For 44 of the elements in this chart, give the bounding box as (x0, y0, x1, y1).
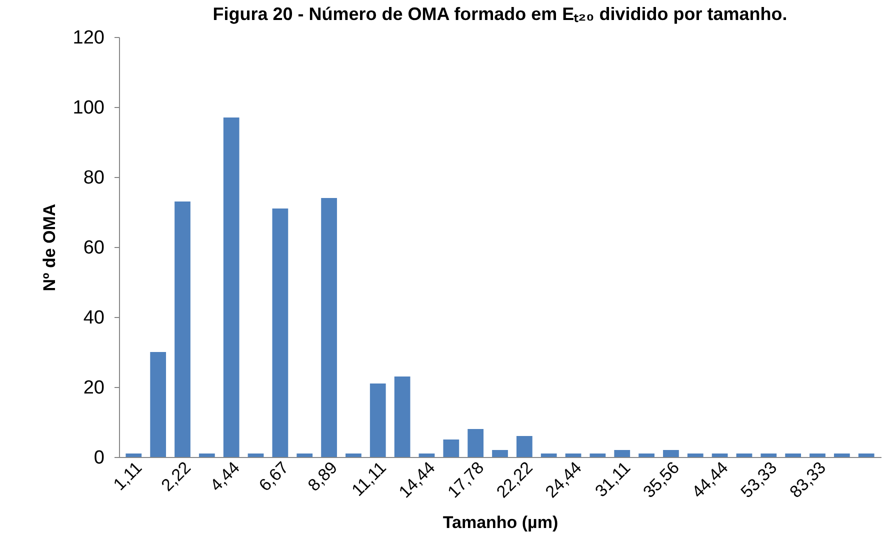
bar (516, 436, 532, 457)
bar (810, 454, 826, 457)
bar (296, 454, 313, 457)
bar (126, 454, 142, 457)
bar (785, 454, 802, 457)
bar (687, 454, 704, 457)
bar (590, 454, 606, 457)
bar (834, 454, 850, 457)
bar (150, 352, 166, 457)
bar (321, 198, 337, 457)
bar (418, 454, 435, 457)
bar (736, 454, 752, 457)
bar (370, 384, 386, 457)
bar (712, 454, 728, 457)
bar (346, 454, 362, 457)
x-axis-title: Tamanho (µm) (442, 512, 558, 532)
bar (760, 454, 777, 457)
y-tick-label: 20 (83, 378, 104, 398)
x-tick-label: 4,44 (206, 458, 244, 495)
y-tick-label: 100 (72, 98, 104, 118)
bar (272, 208, 288, 457)
bar (198, 454, 215, 457)
bar (540, 454, 557, 457)
bar (248, 454, 264, 457)
bar (858, 454, 874, 457)
bar (443, 440, 460, 457)
x-tick-label: 8,89 (304, 458, 342, 495)
chart-title: Figura 20 - Número de OMA formado em Eₜ₂₀ dividido por tamanho. (212, 4, 788, 24)
bar (174, 202, 190, 457)
x-tick-label: 1,11 (110, 458, 146, 494)
bar (614, 450, 630, 457)
bar (394, 376, 410, 457)
bar (223, 118, 240, 457)
bar (565, 454, 582, 457)
y-tick-label: 40 (83, 308, 104, 328)
bar (638, 454, 654, 457)
y-tick-label: 120 (72, 28, 104, 48)
bar (468, 429, 484, 457)
y-axis-title: Nº de OMA (40, 204, 59, 292)
y-tick-label: 60 (83, 238, 104, 258)
bar (492, 450, 508, 457)
y-tick-label: 80 (83, 168, 104, 188)
y-tick-label: 0 (94, 448, 104, 468)
bar (663, 450, 679, 457)
